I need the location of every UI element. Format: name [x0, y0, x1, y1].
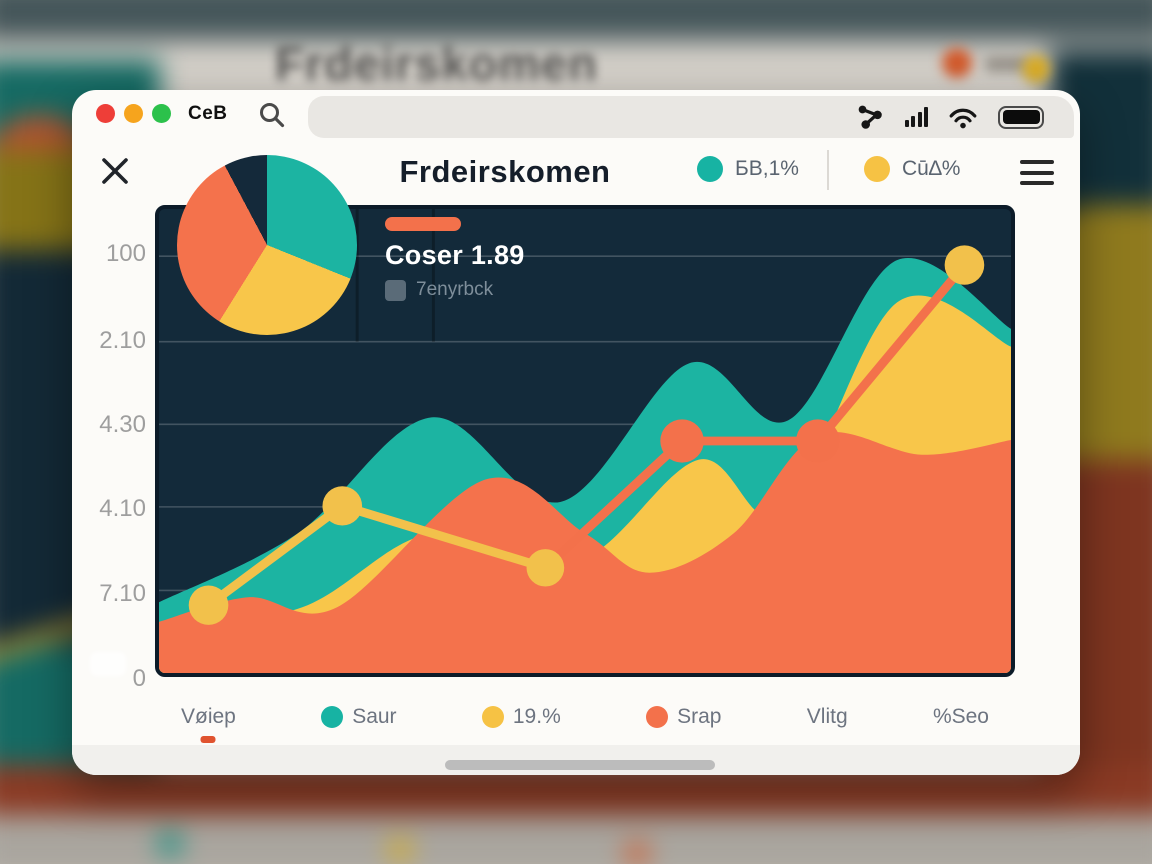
- y-tick-label: 4.30: [99, 411, 146, 438]
- window-titlebar: CeB: [72, 90, 1080, 138]
- app-window: CeB Frdeirskomen БВ,1% Cū∆%: [72, 90, 1080, 775]
- y-tick-label: 7.10: [99, 580, 146, 607]
- data-point[interactable]: [944, 245, 985, 285]
- y-tick-label: 2.10: [99, 327, 146, 354]
- chart-panel[interactable]: Coser 1.89 7enyrbck: [155, 205, 1015, 677]
- pie-chart[interactable]: [177, 155, 357, 335]
- data-point[interactable]: [526, 549, 565, 587]
- legend-dot-yellow: [864, 156, 890, 182]
- tooltip-swatch: [385, 279, 406, 301]
- legend-item-yellow[interactable]: Cū∆%: [864, 156, 960, 182]
- x-axis-label: %Seo: [933, 702, 989, 732]
- tab-label[interactable]: CeB: [188, 103, 228, 124]
- orange-area: [159, 431, 1011, 673]
- x-label-text: 19.%: [512, 705, 561, 728]
- chart-svg[interactable]: [159, 209, 1011, 673]
- data-point[interactable]: [322, 486, 363, 526]
- close-window-button[interactable]: [96, 104, 115, 123]
- x-label-dot: [646, 706, 669, 728]
- active-label-marker: [200, 736, 216, 743]
- y-tick-label: 4.10: [99, 495, 146, 522]
- x-label-text: Vlitg: [806, 705, 848, 728]
- chart-tooltip: Coser 1.89 7enyrbck: [385, 217, 525, 301]
- share-icon: [858, 105, 882, 129]
- legend-divider: [827, 150, 829, 190]
- x-label-text: Vøiep: [181, 705, 236, 728]
- close-icon[interactable]: [98, 154, 132, 188]
- x-label-dot: [321, 706, 344, 728]
- data-point[interactable]: [188, 585, 229, 625]
- data-point[interactable]: [660, 419, 704, 463]
- background-ghost-title: Frdeirskomen: [275, 37, 598, 90]
- tooltip-accent-bar: [385, 217, 461, 231]
- background-text-smudge: [985, 56, 1031, 72]
- titlebar-strip: [308, 96, 1074, 138]
- legend-label: Cū∆%: [902, 157, 961, 180]
- signal-icon: [904, 107, 928, 127]
- window-footer: [72, 745, 1080, 775]
- x-label-text: Srap: [677, 705, 722, 728]
- tooltip-title: Coser 1.89: [385, 240, 525, 270]
- background-dot-yellow: [1022, 55, 1050, 83]
- wifi-icon: [949, 108, 977, 129]
- tooltip-subtitle: 7enyrbck: [416, 279, 494, 300]
- y-tick-label: 0: [132, 665, 146, 692]
- x-axis-label: Vøiep: [181, 702, 236, 743]
- x-axis-label: Saur: [321, 702, 397, 732]
- horizontal-scrollbar[interactable]: [445, 760, 715, 770]
- x-label-text: Saur: [352, 705, 397, 728]
- page-title: Frdeirskomen: [399, 154, 611, 189]
- y-tick-label: 100: [105, 240, 146, 267]
- x-axis-label: Vlitg: [807, 702, 848, 732]
- battery-icon: [998, 105, 1044, 129]
- window-controls: [96, 104, 171, 123]
- maximize-window-button[interactable]: [152, 104, 171, 123]
- minimize-window-button[interactable]: [124, 104, 143, 123]
- x-axis-label: 19.%: [481, 702, 561, 732]
- x-label-text: %Seo: [932, 705, 989, 728]
- legend-item-teal[interactable]: БВ,1%: [697, 156, 799, 182]
- x-label-dot: [481, 706, 504, 728]
- menu-icon[interactable]: [1020, 160, 1054, 185]
- x-axis: Vøiep Saur 19.% Srap Vlitg %Seo: [155, 702, 1015, 743]
- legend-dot-teal: [697, 156, 723, 182]
- x-axis-label: Srap: [646, 702, 721, 732]
- orange-line: [540, 260, 969, 573]
- data-point[interactable]: [796, 419, 840, 463]
- search-icon[interactable]: [258, 101, 286, 129]
- background-dot-orange: [942, 48, 972, 78]
- decorative-pill: [90, 652, 126, 676]
- legend-label: БВ,1%: [735, 157, 799, 180]
